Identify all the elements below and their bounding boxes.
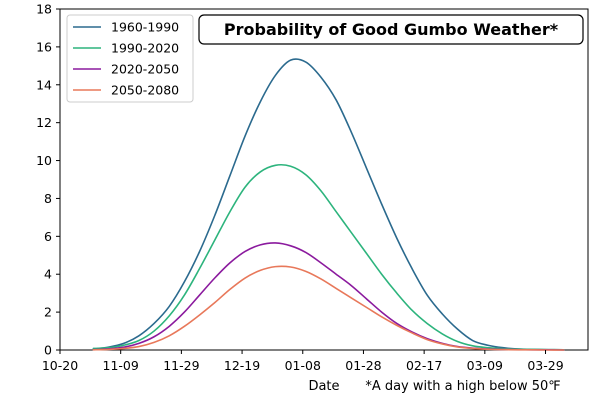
- x-tick-label: 10-20: [42, 358, 78, 373]
- series-line-1960-1990: [92, 58, 565, 351]
- legend-items: 1960-1990 1990-2020 2020-2050 2050-2080: [73, 20, 179, 98]
- y-tick-label: 0: [44, 343, 52, 358]
- y-tick-label: 12: [36, 115, 52, 130]
- legend-label: 2050-2080: [111, 83, 179, 98]
- series-line-2050-2080: [92, 265, 565, 351]
- y-tick-label: 10: [36, 153, 52, 168]
- legend-label: 2020-2050: [111, 62, 179, 77]
- footnote: *A day with a high below 50℉: [365, 379, 560, 394]
- legend-label: 1990-2020: [111, 41, 179, 56]
- legend-box: [66, 14, 194, 103]
- y-tick-label: 14: [36, 77, 52, 92]
- y-tick-label: 18: [36, 2, 52, 17]
- x-tick-label: 03-29: [527, 358, 563, 373]
- legend-label: 1960-1990: [111, 20, 179, 35]
- x-tick-label: 03-09: [467, 358, 503, 373]
- y-tick-label: 8: [44, 191, 52, 206]
- y-tick-label: 16: [36, 39, 52, 54]
- series-line-1990-2020: [92, 163, 565, 351]
- y-tick-label: 2: [44, 305, 52, 320]
- y-tick-label: 4: [44, 267, 52, 282]
- x-tick-label: 01-28: [345, 358, 381, 373]
- legend: 1960-1990 1990-2020 2020-2050 2050-2080: [66, 14, 194, 103]
- x-tick-label: 02-17: [406, 358, 442, 373]
- x-tick-label: 12-19: [224, 358, 260, 373]
- y-axis: 0 2 4 6 8 10 12 14 16 18: [36, 2, 60, 358]
- title-frame: [198, 14, 584, 45]
- chart-title-box: Probability of Good Gumbo Weather*: [198, 14, 584, 45]
- x-axis: 10-20 11-09 11-29 12-19 01-08 01-28 02-17 03-09…: [42, 350, 564, 373]
- chart-title: Probability of Good Gumbo Weather*: [224, 20, 559, 39]
- series-layer: [92, 58, 565, 351]
- x-tick-label: 11-09: [103, 358, 139, 373]
- y-tick-label: 6: [44, 229, 52, 244]
- x-tick-label: 11-29: [163, 358, 199, 373]
- x-tick-label: 01-08: [285, 358, 321, 373]
- x-axis-label: Date: [308, 379, 339, 394]
